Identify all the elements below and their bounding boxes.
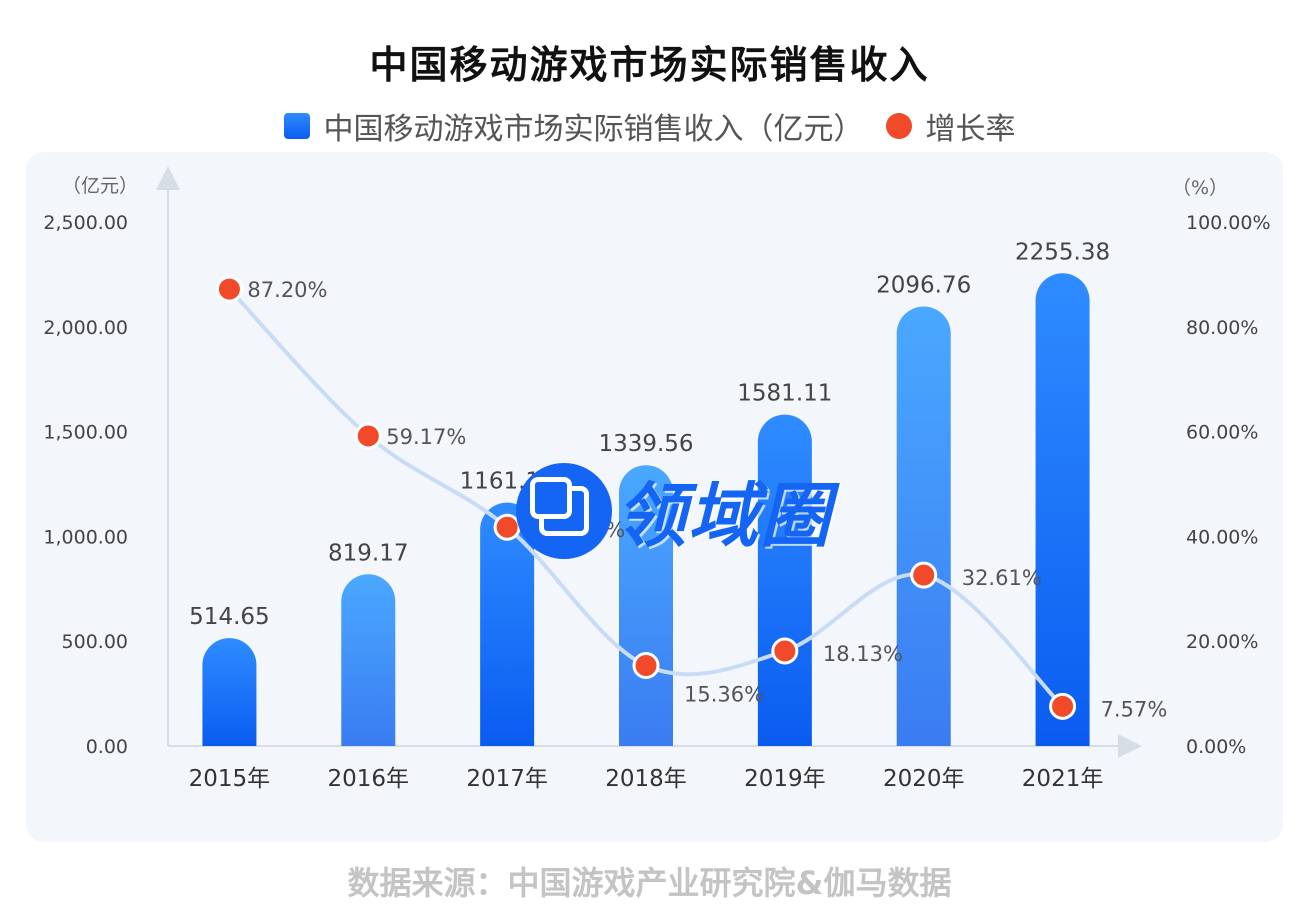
- legend: 中国移动游戏市场实际销售收入（亿元） 增长率: [0, 104, 1299, 148]
- x-tick-label: 2016年: [328, 766, 410, 792]
- y-right-tick: 20.00%: [1186, 631, 1258, 653]
- bar-value-label: 2255.38: [1015, 239, 1110, 265]
- growth-value-label: 15.36%: [684, 683, 764, 707]
- legend-item-revenue[interactable]: 中国移动游戏市场实际销售收入（亿元）: [283, 104, 864, 148]
- y-left-tick: 1,500.00: [43, 422, 128, 444]
- x-tick-label: 2015年: [189, 766, 271, 792]
- growth-point-4: [771, 637, 799, 665]
- legend-bar-swatch: [283, 113, 310, 139]
- bar-value-label: 1581.11: [737, 381, 832, 407]
- bar-6: [1035, 273, 1090, 746]
- growth-point-6: [1049, 692, 1077, 720]
- growth-value-label: 59.17%: [386, 425, 466, 449]
- y-right-tick: 40.00%: [1186, 526, 1258, 548]
- y-left-tick: 2,500.00: [43, 212, 128, 234]
- growth-point-0: [215, 275, 243, 303]
- bar-0: [202, 638, 257, 746]
- x-tick-label: 2018年: [605, 766, 687, 792]
- x-tick-label: 2020年: [883, 766, 965, 792]
- bar-1: [341, 574, 396, 746]
- bar-5: [896, 306, 951, 746]
- y-right-tick: 60.00%: [1186, 422, 1258, 444]
- x-tick-label: 2021年: [1022, 766, 1104, 792]
- bar-value-label: 1339.56: [598, 431, 693, 457]
- growth-point-1: [354, 422, 382, 450]
- bar-2: [480, 502, 535, 746]
- growth-value-label: 7.57%: [1101, 697, 1168, 721]
- bar-value-label: 2096.76: [876, 273, 971, 299]
- chart-title: 中国移动游戏市场实际销售收入: [369, 43, 930, 87]
- y-left-tick: 2,000.00: [43, 317, 128, 339]
- growth-point-5: [910, 561, 938, 589]
- legend-revenue-label: 中国移动游戏市场实际销售收入（亿元）: [323, 112, 864, 147]
- y-right-tick: 0.00%: [1186, 736, 1246, 758]
- growth-value-label: 32.61%: [962, 566, 1042, 590]
- y-left-tick: 500.00: [62, 631, 128, 653]
- growth-point-2: [493, 513, 521, 541]
- growth-value-label: 41.75%: [545, 518, 625, 542]
- bar-value-label: 514.65: [189, 604, 269, 630]
- data-source: 数据来源：中国游戏产业研究院&伽马数据: [347, 864, 952, 902]
- legend-dot-swatch: [885, 113, 912, 139]
- y-left-tick: 0.00: [86, 736, 128, 758]
- y-left-tick: 1,000.00: [43, 526, 128, 548]
- y-right-tick: 80.00%: [1186, 317, 1258, 339]
- bar-value-label: 819.17: [328, 540, 408, 566]
- growth-point-3: [632, 652, 660, 680]
- y-left-unit: （亿元）: [62, 175, 138, 197]
- bar-value-label: 1161.15: [460, 469, 555, 495]
- growth-value-label: 87.20%: [247, 278, 327, 302]
- y-right-unit: （%）: [1172, 177, 1228, 199]
- y-right-tick: 100.00%: [1186, 212, 1271, 234]
- bar-4: [757, 414, 812, 746]
- legend-item-growth[interactable]: 增长率: [885, 104, 1016, 148]
- x-tick-label: 2019年: [744, 766, 826, 792]
- growth-value-label: 18.13%: [823, 642, 903, 666]
- x-tick-label: 2017年: [466, 766, 548, 792]
- bar-3: [619, 465, 673, 746]
- legend-growth-label: 增长率: [925, 112, 1016, 147]
